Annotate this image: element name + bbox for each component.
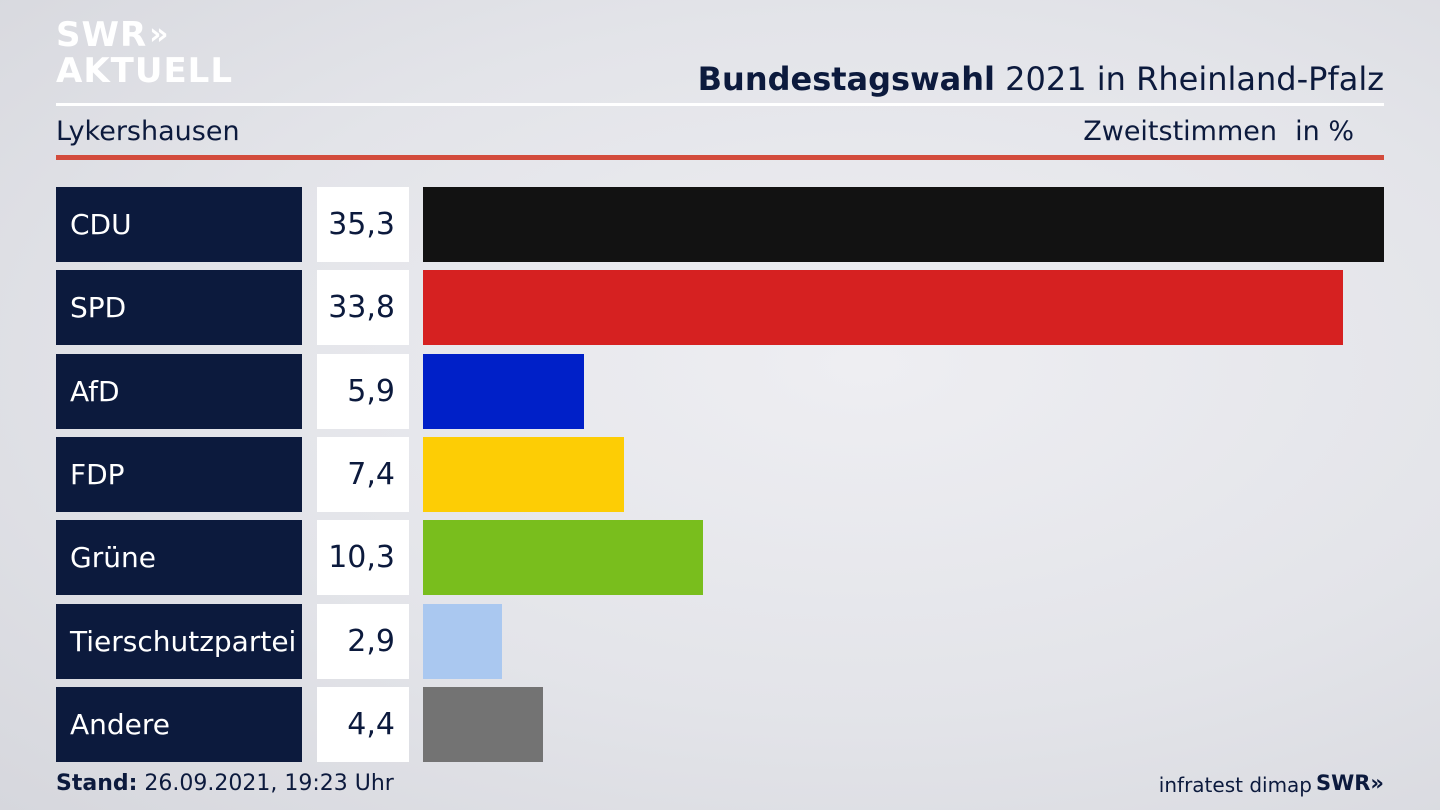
data-label: 35,3 [317, 187, 409, 262]
title-bold: Bundestagswahl [697, 60, 995, 98]
unit-label: in % [1295, 116, 1354, 147]
accent-divider [56, 155, 1384, 160]
party-label: CDU [56, 187, 302, 262]
swr-small-logo: SWR» [1315, 771, 1384, 795]
timestamp: Stand: 26.09.2021, 19:23 Uhr [56, 771, 394, 796]
bar [423, 187, 1384, 262]
data-source: infratest dimap [1158, 773, 1312, 797]
bar [423, 353, 584, 429]
party-label: Andere [56, 686, 302, 762]
title-rest: 2021 in Rheinland-Pfalz [995, 60, 1384, 98]
data-label: 4,4 [317, 686, 409, 762]
vote-type: Zweitstimmen [1083, 116, 1277, 147]
bar-row: AfD 5,9 [56, 353, 1384, 429]
bar-row: Andere 4,4 [56, 686, 1384, 762]
party-label: SPD [56, 270, 302, 346]
party-label: Tierschutzpartei [56, 603, 302, 679]
data-label: 7,4 [317, 436, 409, 512]
stand-value: 26.09.2021, 19:23 Uhr [137, 771, 394, 796]
data-label: 5,9 [317, 353, 409, 429]
chart-title: Bundestagswahl 2021 in Rheinland-Pfalz [698, 60, 1384, 98]
logo-aktuell: AKTUELL [56, 51, 234, 91]
bar [423, 520, 703, 596]
data-label: 33,8 [317, 270, 409, 346]
bar-row: Grüne 10,3 [56, 520, 1384, 596]
bar-row: FDP 7,4 [56, 436, 1384, 512]
party-label: AfD [56, 353, 302, 429]
bar-row: Tierschutzpartei 2,9 [56, 603, 1384, 679]
logo-swr: SWR [56, 15, 148, 55]
party-label: FDP [56, 436, 302, 512]
data-label: 2,9 [317, 603, 409, 679]
logo-chevron-icon: » [149, 17, 169, 52]
bar [423, 270, 1343, 346]
stand-label: Stand: [56, 771, 138, 796]
bar-row: CDU 35,3 [56, 187, 1384, 262]
region-name: Lykershausen [56, 116, 240, 147]
header-divider [56, 103, 1384, 106]
bar-row: SPD 33,8 [56, 270, 1384, 346]
data-label: 10,3 [317, 520, 409, 596]
bar [423, 436, 624, 512]
swr-aktuell-logo: SWR» AKTUELL [56, 18, 233, 88]
bar [423, 686, 543, 762]
party-label: Grüne [56, 520, 302, 596]
bar [423, 603, 502, 679]
